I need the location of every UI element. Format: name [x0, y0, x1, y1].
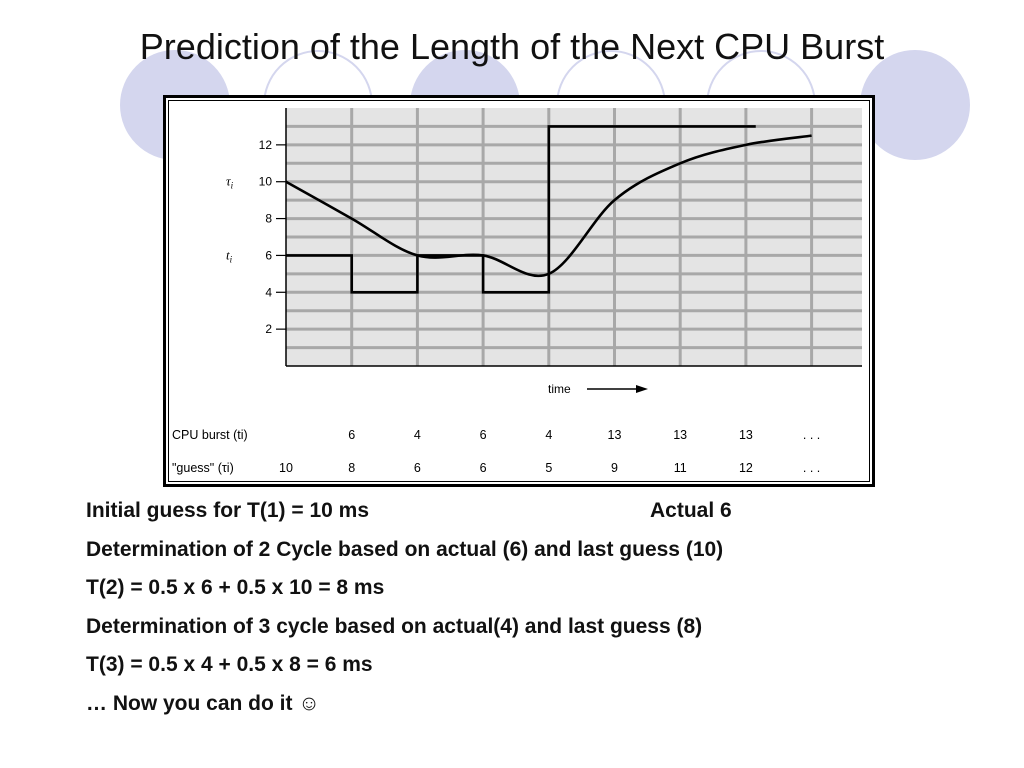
table-cell: 5: [545, 461, 552, 475]
burst-prediction-chart: 2 4 6 8 10 12 τi ti time CPU burst (ti) 6 4 6 4 13 13 13…: [172, 108, 862, 475]
table-cell: 4: [545, 428, 552, 442]
table-cell: 8: [348, 461, 355, 475]
note-actual: Actual 6: [650, 499, 732, 522]
table-cell: 13: [608, 428, 622, 442]
table-cell: 6: [348, 428, 355, 442]
series-guess-curve: [285, 134, 812, 278]
table-cell: . . .: [803, 428, 820, 442]
y-tick-label: 4: [265, 285, 272, 299]
time-arrow-head: [636, 385, 648, 393]
table-cell: 6: [414, 461, 421, 475]
table-cell: 9: [611, 461, 618, 475]
table-label-cpu-burst: CPU burst (ti): [172, 428, 248, 442]
table-cell: 12: [739, 461, 753, 475]
y-tick-label: 2: [265, 322, 272, 336]
note-line: Initial guess for T(1) = 10 ms Actual 6: [86, 496, 986, 535]
table-cell: 4: [414, 428, 421, 442]
decor-circle: [860, 50, 970, 160]
series-label-burst: ti: [226, 247, 233, 264]
note-line: Determination of 2 Cycle based on actual…: [86, 537, 724, 561]
y-tick-label: 8: [265, 212, 272, 226]
table-cell: 13: [673, 428, 687, 442]
y-tick-label: 12: [259, 138, 273, 152]
x-axis-label: time: [548, 382, 571, 396]
note-text: Initial guess for T(1) = 10 ms: [86, 499, 369, 522]
table-cell: 13: [739, 428, 753, 442]
figure-inner-border: [168, 100, 870, 482]
note-line: … Now you can do it ☺: [86, 691, 320, 715]
note-line: T(2) = 0.5 x 6 + 0.5 x 10 = 8 ms: [86, 576, 385, 599]
note-line: T(3) = 0.5 x 4 + 0.5 x 8 = 6 ms: [86, 653, 373, 676]
y-tick-label: 10: [259, 175, 273, 189]
table-cell: 11: [674, 461, 687, 475]
note-line: Determination of 3 cycle based on actual…: [86, 614, 703, 638]
table-label-guess: "guess" (τi): [172, 461, 234, 475]
table-cell: . . .: [803, 461, 820, 475]
figure-frame: 2 4 6 8 10 12 τi ti time CPU burst (ti) 6 4 6 4 13 13 13…: [163, 95, 875, 487]
y-tick-label: 6: [265, 248, 272, 262]
table-cell: 10: [279, 461, 293, 475]
slide-title: Prediction of the Length of the Next CPU…: [139, 26, 885, 67]
notes-list: Initial guess for T(1) = 10 ms Actual 6 …: [86, 496, 986, 727]
series-label-guess: τi: [226, 174, 234, 191]
table-cell: 6: [480, 428, 487, 442]
series-burst-step-line: [286, 125, 756, 294]
table-cell: 6: [480, 461, 487, 475]
